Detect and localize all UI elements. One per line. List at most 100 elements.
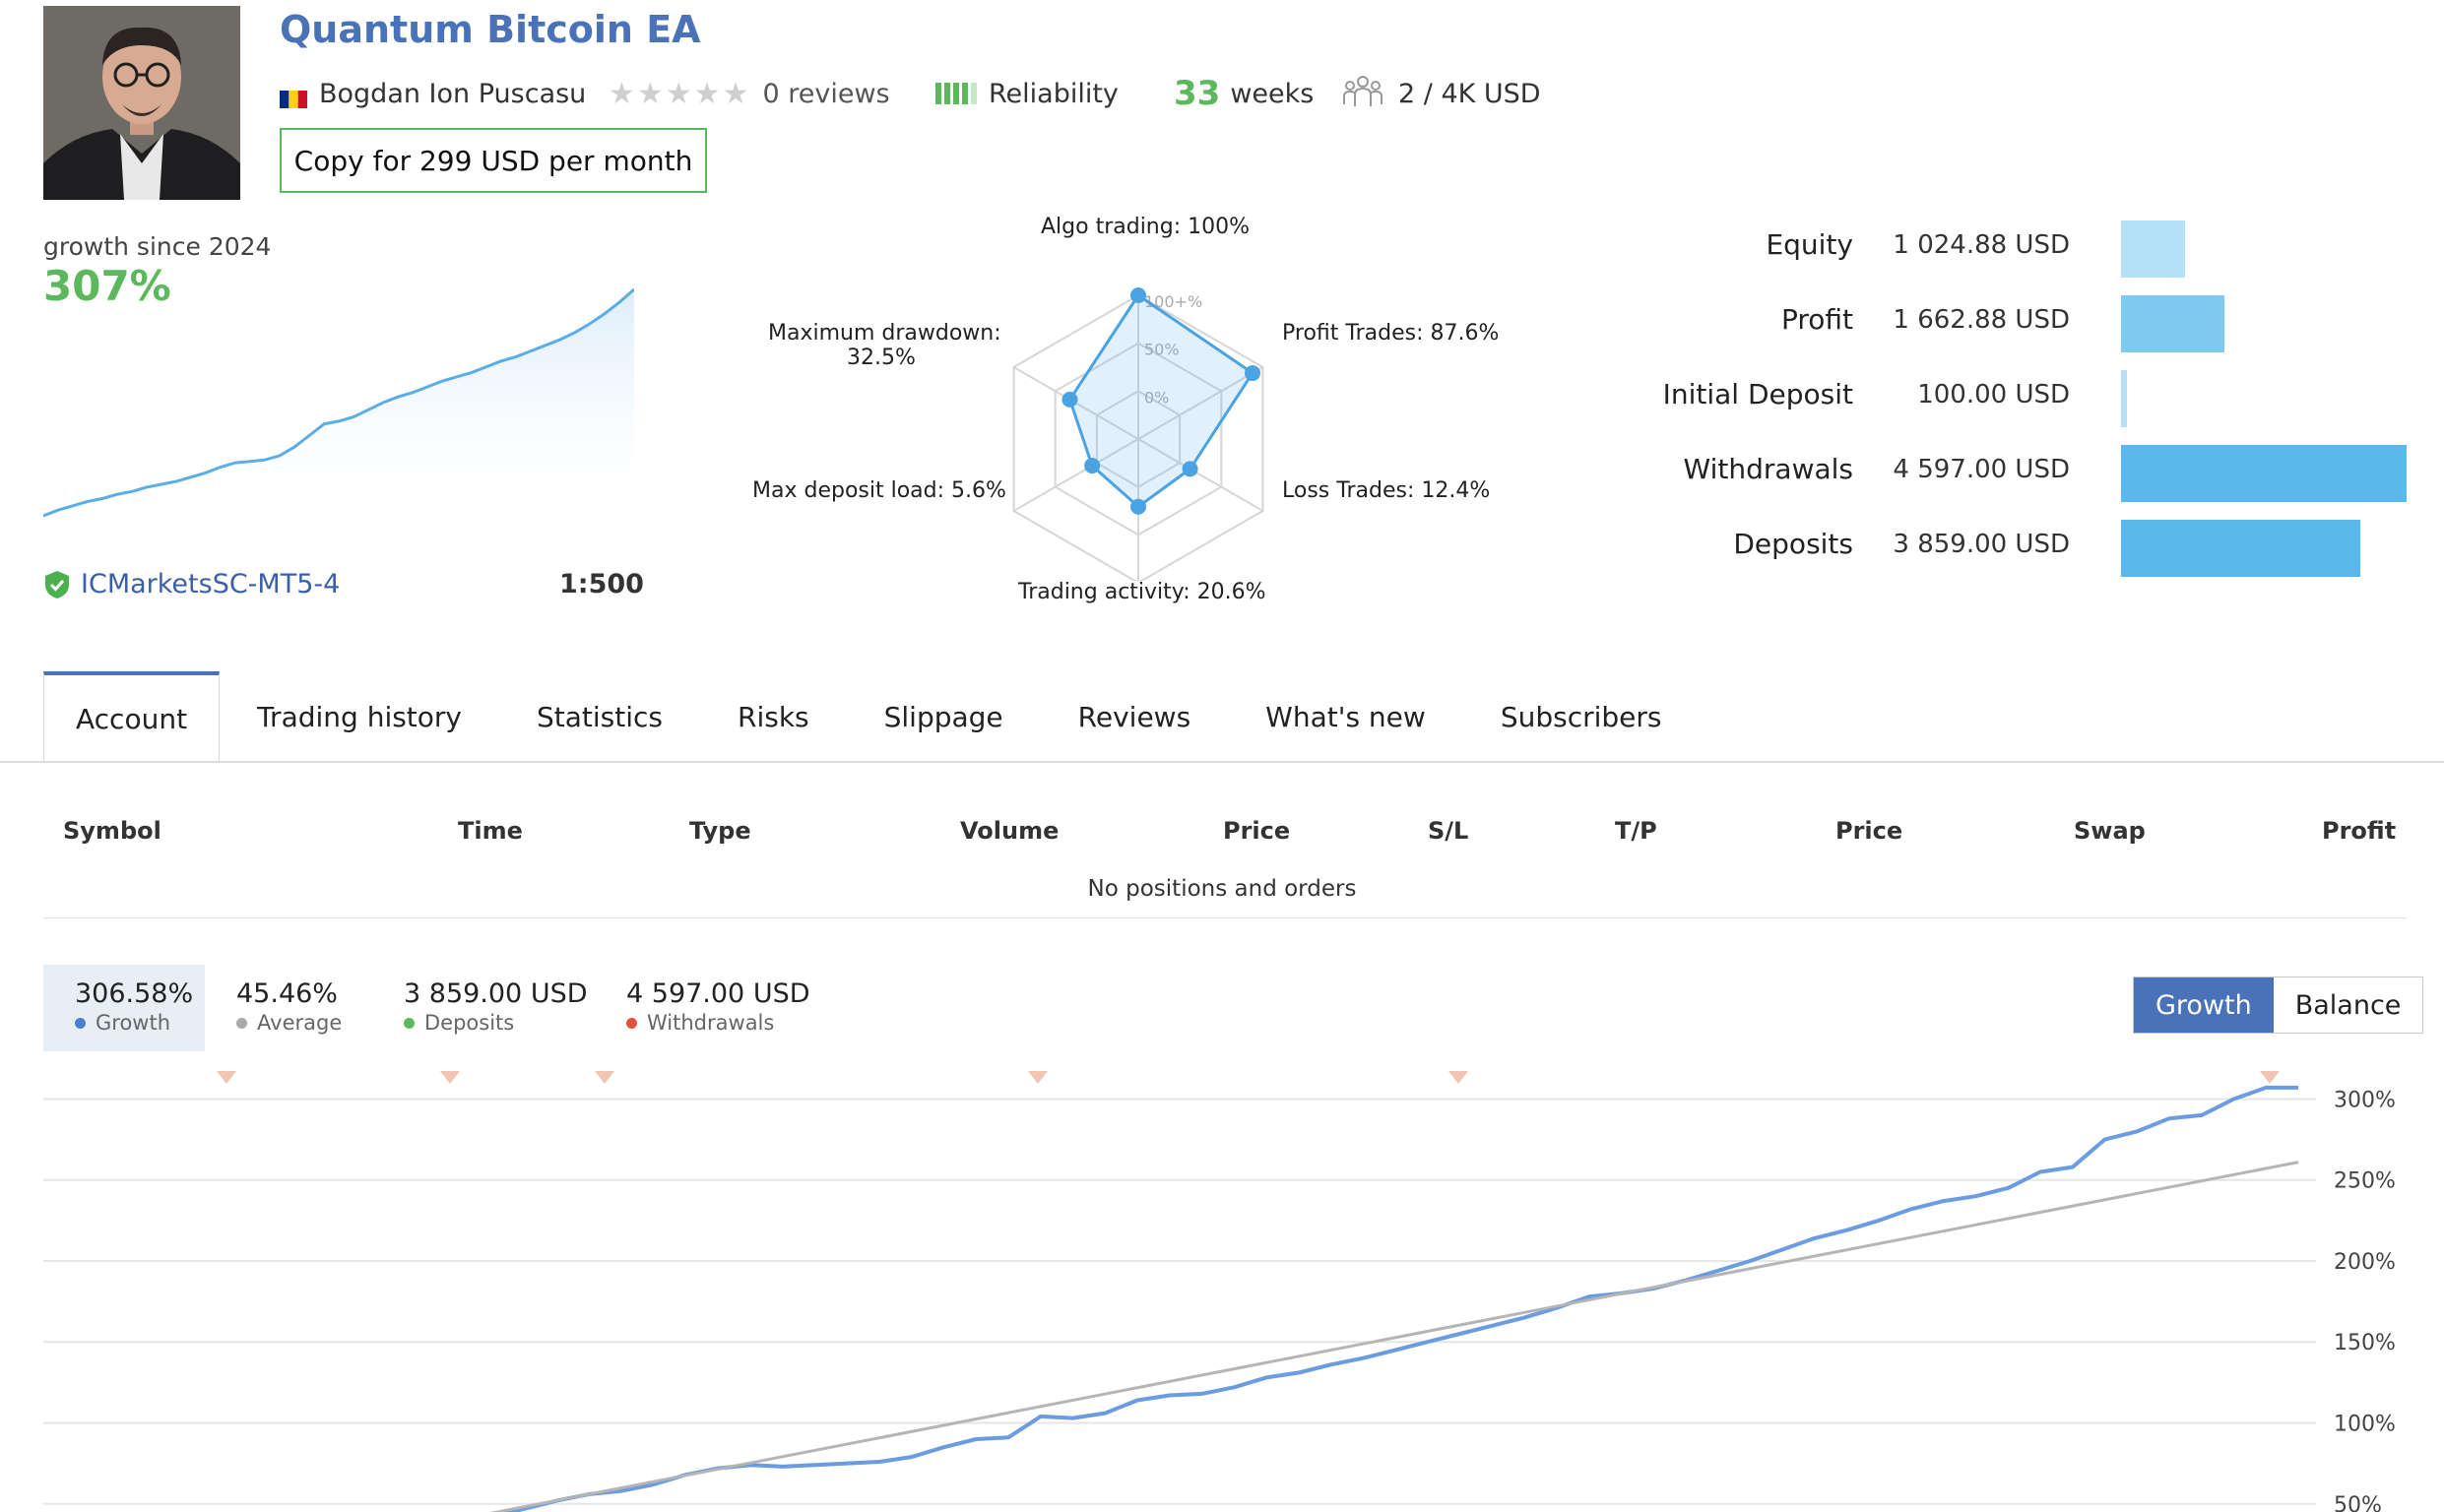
balance-toggle-button[interactable]: Balance [2273, 977, 2423, 1033]
financial-value: 100.00 USD [1917, 380, 2070, 410]
tab-risks[interactable]: Risks [738, 700, 809, 733]
radar-label-trading-activity: Trading activity: 20.6% [1018, 580, 1266, 604]
financial-bar [2121, 445, 2407, 502]
stat-label: Deposits [424, 1011, 515, 1035]
reliability-row: Reliability [935, 75, 1119, 112]
column-header[interactable]: Type [689, 817, 751, 845]
stat-value: 3 859.00 USD [404, 978, 588, 1009]
event-marker[interactable] [1448, 1071, 1468, 1084]
author-name[interactable]: Bogdan Ion Puscasu [319, 78, 587, 109]
column-header[interactable]: Swap [2074, 817, 2146, 845]
tab-subscribers[interactable]: Subscribers [1500, 700, 1662, 733]
column-header[interactable]: Price [1835, 817, 1903, 845]
financial-label: Profit [1780, 303, 1853, 336]
tab-slippage[interactable]: Slippage [883, 700, 1003, 733]
event-marker[interactable] [2260, 1071, 2280, 1084]
stat-label-row: Withdrawals [626, 1011, 798, 1035]
stat-withdrawals[interactable]: 4 597.00 USD Withdrawals [595, 965, 821, 1051]
broker-name[interactable]: ICMarketsSC-MT5-4 [81, 569, 341, 599]
sparkline-line [43, 287, 634, 518]
financial-bar [2121, 220, 2185, 278]
stat-growth[interactable]: 306.58% Growth [43, 965, 205, 1051]
growth-toggle-button[interactable]: Growth [2134, 977, 2274, 1033]
financial-label: Deposits [1733, 528, 1853, 560]
subscribers-icon [1343, 73, 1383, 115]
romania-flag-icon [280, 85, 307, 108]
stat-label: Average [257, 1011, 343, 1035]
event-marker[interactable] [595, 1071, 614, 1084]
stat-label-row: Growth [75, 1011, 181, 1035]
financial-value: 4 597.00 USD [1893, 455, 2070, 484]
reliability-label: Reliability [989, 78, 1119, 109]
financial-value: 1 024.88 USD [1893, 230, 2070, 260]
column-header[interactable]: Volume [960, 817, 1060, 845]
radar-point [1182, 461, 1198, 477]
tab-bar: Account Trading history Statistics Risks Sli… [43, 671, 1699, 762]
financial-label: Equity [1766, 228, 1853, 261]
tab-statistics[interactable]: Statistics [537, 700, 663, 733]
stat-label: Growth [96, 1011, 171, 1035]
growth-line [503, 1085, 2298, 1512]
stat-average[interactable]: 45.46% Average [205, 965, 372, 1051]
radar-value-polygon [1067, 292, 1255, 509]
legend-dot-icon [404, 1017, 415, 1029]
risk-radar-chart: 100+% 50% 0% [1012, 287, 1264, 581]
financial-label: Withdrawals [1683, 453, 1853, 485]
weeks-label: weeks [1230, 78, 1315, 109]
stat-value: 306.58% [75, 978, 194, 1009]
event-marker[interactable] [440, 1071, 460, 1084]
subscribers-row: 2 / 4K USD [1343, 75, 1541, 112]
radar-label-profit-trades: Profit Trades: 87.6% [1282, 321, 1500, 346]
growth-chart[interactable]: 300% 250% 200% 150% 100% 50% [0, 1083, 2444, 1512]
tab-what-s-new[interactable]: What's new [1265, 700, 1426, 733]
growth-value: 307% [43, 262, 171, 310]
copy-subscribe-button[interactable]: Copy for 299 USD per month [280, 128, 707, 193]
radar-point [1130, 287, 1146, 303]
subscribers-value[interactable]: 2 / 4K USD [1398, 78, 1541, 109]
tab-divider [0, 761, 2444, 763]
column-header[interactable]: S/L [1428, 817, 1469, 845]
tab-trading-history[interactable]: Trading history [257, 700, 462, 733]
table-divider [43, 917, 2407, 918]
chart-mode-toggle: Growth Balance [2133, 976, 2424, 1034]
column-header[interactable]: Profit [2322, 817, 2397, 845]
radar-axis [1013, 438, 1139, 512]
radar-scale-label: 100+% [1144, 292, 1202, 311]
no-orders-message: No positions and orders [1087, 876, 1357, 902]
radar-axis [1137, 438, 1263, 512]
stat-label: Withdrawals [647, 1011, 775, 1035]
radar-scale-label: 50% [1144, 341, 1180, 359]
event-marker[interactable] [217, 1071, 236, 1084]
signal-title[interactable]: Quantum Bitcoin EA [280, 8, 701, 51]
stat-label-row: Deposits [404, 1011, 571, 1035]
radar-label-max-drawdown: Maximum drawdown: 32.5% [768, 321, 1001, 370]
radar-point [1061, 391, 1078, 408]
radar-label-max-deposit-load: Max deposit load: 5.6% [752, 478, 1006, 503]
column-header[interactable]: Price [1223, 817, 1291, 845]
legend-dot-icon [626, 1017, 637, 1029]
growth-sparkline [43, 287, 634, 524]
y-tick-label: 150% [2334, 1331, 2396, 1355]
author-row: Bogdan Ion Puscasu [280, 75, 586, 112]
column-header[interactable]: T/P [1615, 817, 1657, 845]
weeks-value: 33 [1174, 74, 1221, 113]
stat-deposits[interactable]: 3 859.00 USD Deposits [372, 965, 595, 1051]
column-header[interactable]: Symbol [63, 817, 161, 845]
reliability-bars-icon [935, 83, 977, 104]
legend-dot-icon [236, 1017, 247, 1029]
radar-point [1084, 458, 1101, 474]
financial-bar [2121, 295, 2224, 352]
author-avatar[interactable] [43, 6, 240, 200]
financial-label: Initial Deposit [1662, 378, 1853, 410]
growth-since-label: growth since 2024 [43, 232, 272, 261]
radar-max-drawdown-value: 32.5% [847, 346, 916, 370]
rating-stars-icon: ★★★★★ [609, 76, 751, 111]
verified-shield-icon [43, 570, 71, 599]
sparkline-area [43, 289, 634, 524]
tab-reviews[interactable]: Reviews [1077, 700, 1191, 733]
tab-account[interactable]: Account [43, 671, 221, 762]
reviews-count[interactable]: 0 reviews [762, 78, 890, 109]
event-marker[interactable] [1028, 1071, 1048, 1084]
broker-row[interactable]: ICMarketsSC-MT5-4 [43, 569, 340, 599]
column-header[interactable]: Time [458, 817, 523, 845]
